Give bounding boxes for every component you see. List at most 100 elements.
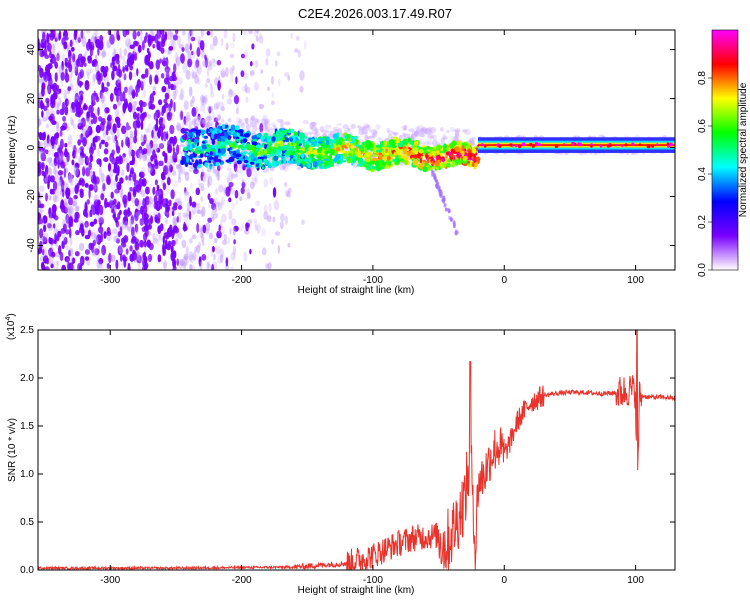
heatmap-cell — [240, 123, 245, 129]
heatmap-cell — [195, 244, 201, 254]
heatmap-cell — [178, 167, 183, 176]
heatmap-cell — [183, 171, 189, 176]
heatmap-cell — [254, 224, 258, 231]
heatmap-cell — [63, 89, 68, 100]
heatmap-cell — [229, 142, 233, 149]
heatmap-cell — [453, 222, 456, 227]
heatmap-cell — [179, 166, 186, 174]
heatmap-cell — [230, 124, 236, 131]
heatmap-cell — [290, 32, 294, 39]
heatmap-cell — [48, 213, 54, 219]
heatmap-cell — [265, 263, 269, 270]
heatmap-cell — [139, 30, 143, 35]
heatmap-cell — [272, 187, 277, 198]
heatmap-cell — [39, 207, 45, 214]
heatmap-cell — [136, 254, 142, 264]
heatmap-cell — [270, 100, 275, 106]
heatmap-cell — [139, 36, 144, 42]
heatmap-cell — [167, 112, 173, 118]
heatmap-cell — [68, 205, 73, 213]
heatmap-cell — [184, 121, 188, 127]
heatmap-cell — [193, 119, 197, 130]
heatmap-cell — [404, 158, 409, 161]
heatmap-cell — [88, 184, 94, 191]
heatmap-cell — [161, 86, 167, 93]
heatmap-cell — [46, 167, 52, 179]
heatmap-cell — [49, 195, 52, 201]
heatmap-cell — [220, 37, 224, 47]
heatmap-cell — [202, 96, 207, 104]
heatmap-cell — [91, 80, 96, 86]
heatmap-cell — [170, 189, 175, 200]
heatmap-cell — [115, 116, 120, 123]
heatmap-cell — [252, 118, 260, 125]
heatmap-cell — [68, 197, 74, 206]
heatmap-cell — [418, 128, 423, 136]
heatmap-cell — [106, 39, 112, 49]
spectrogram-y-tick-label: 20 — [26, 93, 37, 105]
heatmap-cell — [209, 82, 212, 89]
heatmap-cell — [55, 187, 60, 197]
heatmap-cell — [172, 137, 176, 147]
heatmap-cell — [45, 97, 50, 104]
heatmap-cell — [43, 71, 47, 81]
heatmap-cell — [217, 255, 223, 264]
heatmap-cell — [98, 116, 103, 122]
heatmap-cell — [246, 143, 251, 150]
heatmap-cell — [138, 147, 142, 155]
heatmap-cell — [390, 145, 397, 148]
heatmap-cell — [163, 259, 168, 269]
heatmap-cell — [287, 160, 294, 164]
heatmap-cell — [149, 103, 156, 110]
heatmap-cell — [147, 165, 153, 174]
heatmap-cell — [58, 179, 62, 186]
snr-line — [38, 330, 675, 570]
heatmap-cell — [50, 84, 55, 90]
heatmap-cell — [242, 142, 245, 146]
heatmap-cell — [106, 263, 110, 269]
heatmap-cell — [189, 120, 195, 125]
heatmap-cell — [190, 128, 197, 132]
heatmap-cell — [425, 140, 430, 147]
heatmap-cell — [153, 135, 159, 143]
heatmap-cell — [271, 160, 275, 168]
heatmap-cell — [155, 111, 158, 119]
heatmap-cell — [290, 142, 294, 146]
heatmap-cell — [252, 139, 259, 142]
heatmap-cell — [221, 196, 225, 206]
heatmap-cell — [100, 95, 106, 104]
heatmap-cell — [195, 106, 199, 114]
heatmap-cell — [243, 160, 249, 163]
snr-y-tick-label: 1.5 — [20, 421, 34, 432]
heatmap-cell — [339, 138, 345, 142]
heatmap-cell — [76, 205, 80, 212]
heatmap-cell — [304, 144, 308, 150]
heatmap-cell — [243, 117, 249, 122]
heatmap-cell — [335, 147, 341, 152]
heatmap-cell — [189, 30, 192, 37]
heatmap-cell — [76, 101, 82, 110]
heatmap-cell — [199, 104, 203, 112]
snr-y-tick-label: 0.0 — [20, 565, 34, 576]
heatmap-cell — [325, 165, 331, 169]
heatmap-cell — [284, 215, 288, 225]
heatmap-cell — [444, 207, 448, 212]
heatmap-cell — [250, 181, 255, 190]
heatmap-cell — [152, 149, 156, 160]
heatmap-cell — [196, 78, 201, 86]
heatmap-cell — [104, 107, 110, 114]
heatmap-cell — [56, 84, 59, 91]
heatmap-cell — [267, 262, 272, 270]
heatmap-cell — [114, 235, 120, 243]
heatmap-cell — [79, 69, 85, 78]
heatmap-cell — [243, 54, 247, 60]
heatmap-cell — [131, 30, 135, 37]
heatmap-cell — [130, 167, 135, 175]
heatmap-cell — [124, 157, 129, 164]
heatmap-cell — [418, 132, 425, 138]
heatmap-cell — [166, 168, 171, 178]
heatmap-cell — [153, 40, 157, 48]
heatmap-cell — [395, 140, 400, 144]
heatmap-cell — [39, 228, 44, 239]
colorbar-tick-label: 0.4 — [697, 167, 708, 181]
